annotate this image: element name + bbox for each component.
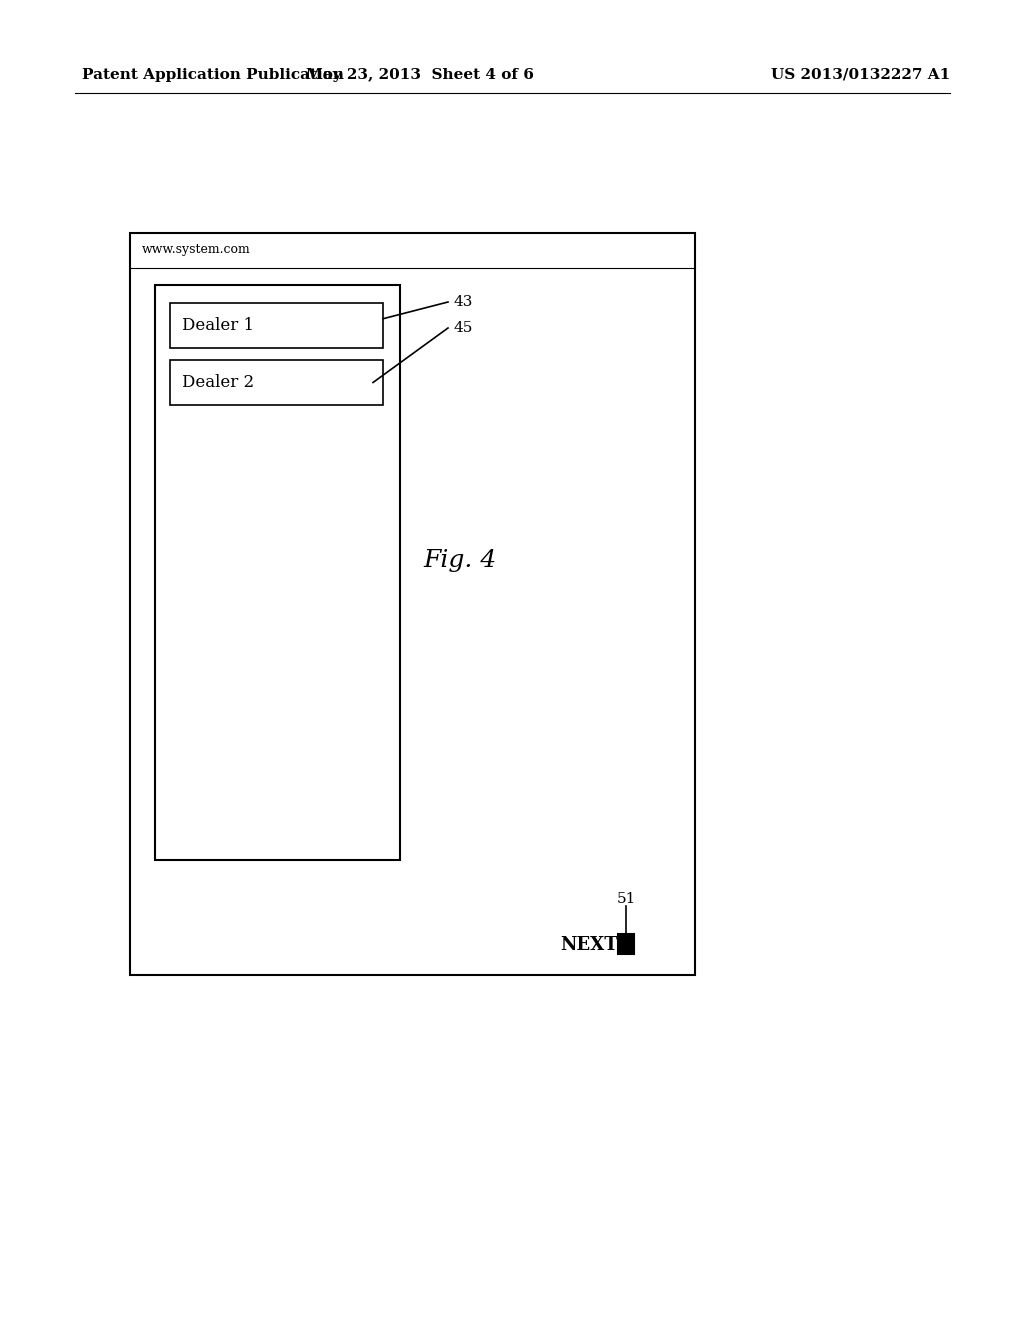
Text: 43: 43 <box>453 294 472 309</box>
Text: NEXT: NEXT <box>560 936 617 954</box>
Text: Patent Application Publication: Patent Application Publication <box>82 69 344 82</box>
Text: Dealer 1: Dealer 1 <box>182 317 254 334</box>
Text: May 23, 2013  Sheet 4 of 6: May 23, 2013 Sheet 4 of 6 <box>306 69 534 82</box>
Bar <box>155 285 400 861</box>
Bar <box>170 304 383 348</box>
Text: 51: 51 <box>616 892 636 906</box>
Text: US 2013/0132227 A1: US 2013/0132227 A1 <box>771 69 950 82</box>
Text: www.system.com: www.system.com <box>142 243 251 256</box>
Text: Fig. 4: Fig. 4 <box>423 549 497 572</box>
Bar <box>170 360 383 405</box>
Text: 45: 45 <box>453 321 472 335</box>
Bar <box>618 935 634 954</box>
Bar <box>130 234 695 975</box>
Text: Dealer 2: Dealer 2 <box>182 374 254 391</box>
